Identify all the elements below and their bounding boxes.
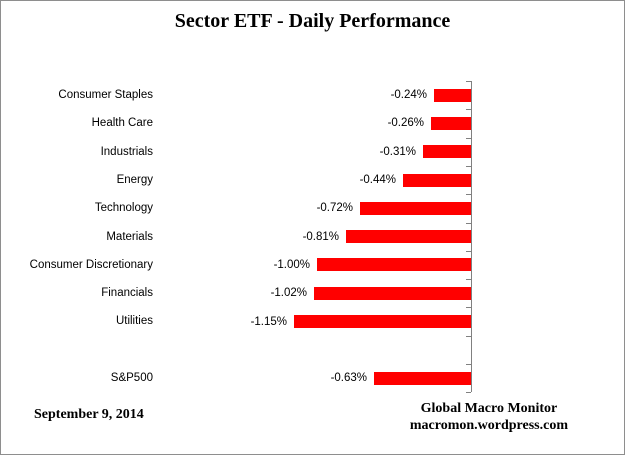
chart-title: Sector ETF - Daily Performance — [174, 10, 451, 32]
axis-tick — [466, 307, 471, 308]
bar — [314, 286, 471, 300]
source-attribution: Global Macro Monitor macromon.wordpress.… — [410, 400, 568, 434]
value-label: -1.02% — [270, 287, 307, 300]
category-label-materials: Materials — [106, 230, 153, 243]
category-label-industrials: Industrials — [100, 145, 153, 158]
value-label: -1.00% — [273, 258, 310, 271]
category-label-health-care: Health Care — [91, 117, 153, 130]
bar — [346, 230, 471, 244]
axis-tick — [466, 109, 471, 110]
value-label: -0.63% — [330, 372, 367, 385]
axis-tick — [466, 194, 471, 195]
category-label-utilities: Utilities — [115, 315, 153, 328]
axis-tick — [466, 251, 471, 252]
bar-row: -0.31% — [1, 138, 471, 166]
value-label: -1.15% — [250, 315, 287, 328]
category-label-consumer-discretionary: Consumer Discretionary — [29, 258, 153, 271]
bar-row: -1.00% — [1, 251, 471, 279]
axis-tick — [466, 364, 471, 365]
bar — [360, 201, 471, 215]
bar-row: -0.81% — [1, 223, 471, 251]
axis-tick — [466, 279, 471, 280]
axis-tick — [466, 166, 471, 167]
value-label: -0.24% — [390, 89, 427, 102]
bar-row: -0.24% — [1, 81, 471, 109]
axis-tick — [466, 223, 471, 224]
bar-row: -1.15% — [1, 307, 471, 335]
bar — [317, 258, 471, 272]
bar-row: -0.26% — [1, 109, 471, 137]
source-name: Global Macro Monitor — [420, 401, 558, 416]
baseline-axis — [471, 81, 472, 392]
bar — [431, 116, 471, 130]
bar-row: -1.02% — [1, 279, 471, 307]
bar-row: -0.63% — [1, 364, 471, 392]
category-label-s-p500: S&P500 — [110, 372, 153, 384]
bar — [374, 371, 471, 385]
bar-row: -0.72% — [1, 194, 471, 222]
axis-tick — [466, 81, 471, 82]
bar — [403, 173, 471, 187]
category-label-consumer-staples: Consumer Staples — [58, 89, 153, 101]
bar-row: -0.44% — [1, 166, 471, 194]
category-label-energy: Energy — [116, 173, 153, 186]
value-label: -0.26% — [387, 117, 424, 130]
bar — [294, 315, 471, 329]
bar — [423, 145, 471, 159]
category-label-financials: Financials — [101, 287, 153, 300]
value-label: -0.44% — [359, 174, 396, 187]
value-label: -0.81% — [302, 230, 339, 243]
axis-tick — [466, 392, 471, 393]
category-label-technology: Technology — [94, 202, 153, 215]
source-url: macromon.wordpress.com — [409, 418, 568, 433]
bar — [434, 88, 471, 102]
value-label: -0.72% — [316, 202, 353, 215]
value-label: -0.31% — [379, 145, 416, 158]
date-label: September 9, 2014 — [34, 407, 144, 422]
axis-tick — [466, 138, 471, 139]
axis-tick — [466, 336, 471, 337]
